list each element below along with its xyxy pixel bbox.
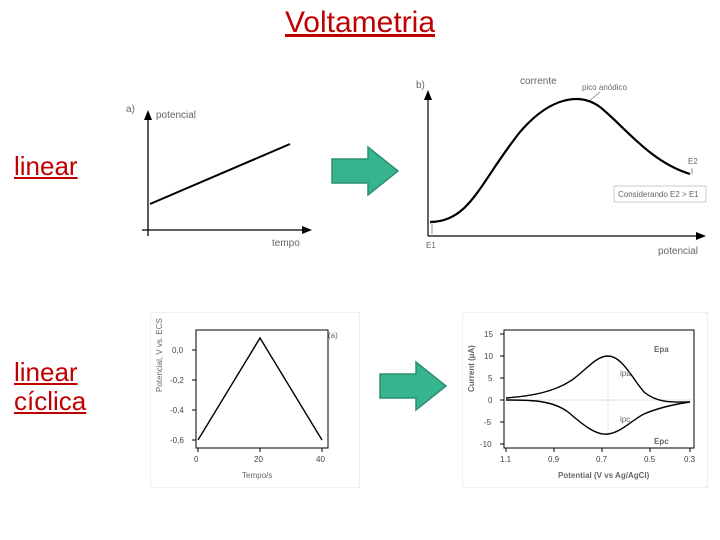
e2-label: E2 bbox=[688, 157, 698, 166]
panel-linear-ramp: a) tempo potencial bbox=[120, 96, 320, 254]
svg-text:5: 5 bbox=[488, 374, 493, 383]
svg-text:-5: -5 bbox=[484, 418, 492, 427]
svg-text:40: 40 bbox=[316, 455, 325, 464]
svg-text:0.7: 0.7 bbox=[596, 455, 608, 464]
svg-text:0.9: 0.9 bbox=[548, 455, 560, 464]
svg-text:-0,6: -0,6 bbox=[170, 436, 184, 445]
anodic-curve bbox=[430, 99, 690, 222]
panel-a-ylabel: potencial bbox=[156, 110, 196, 121]
panel2a-yticks: 0,0 -0,2 -0,4 -0,6 bbox=[170, 346, 196, 445]
arrow-icon bbox=[330, 145, 400, 197]
ramp-line bbox=[150, 144, 290, 204]
svg-text:1.1: 1.1 bbox=[500, 455, 512, 464]
cv-forward bbox=[506, 356, 690, 402]
svg-text:0.5: 0.5 bbox=[644, 455, 656, 464]
label-cyclic-line1: linear bbox=[14, 357, 78, 387]
panel-cyclic-ramp: (a) 0,0 -0,2 -0,4 -0,6 0 20 40 Tempo/s P… bbox=[150, 312, 360, 488]
arrow-icon bbox=[378, 360, 448, 412]
panel-b-ylabel: corrente bbox=[520, 76, 557, 87]
svg-text:0,0: 0,0 bbox=[172, 346, 184, 355]
label-cyclic-line2: cíclica bbox=[14, 386, 86, 416]
page-title: Voltametria bbox=[0, 6, 720, 40]
panel2a-xlabel: Tempo/s bbox=[242, 471, 272, 480]
triangle-wave bbox=[198, 338, 322, 440]
panel2b-xticks: 1.1 0.9 0.7 0.5 0.3 bbox=[500, 448, 696, 464]
svg-text:10: 10 bbox=[484, 352, 493, 361]
panel2a-xticks: 0 20 40 bbox=[194, 448, 325, 464]
panel-b-tag: b) bbox=[416, 80, 425, 91]
ipc-label: ipc bbox=[620, 415, 630, 424]
svg-text:20: 20 bbox=[254, 455, 263, 464]
panel2b-ylabel: Current (µA) bbox=[467, 345, 476, 392]
panel2b-xlabel: Potential (V vs Ag/AgCl) bbox=[558, 471, 650, 480]
panel-a-xlabel: tempo bbox=[272, 238, 300, 249]
svg-text:-0,2: -0,2 bbox=[170, 376, 184, 385]
svg-text:-0,4: -0,4 bbox=[170, 406, 184, 415]
svg-text:0.3: 0.3 bbox=[684, 455, 696, 464]
cv-reverse bbox=[506, 400, 690, 434]
label-cyclic: linear cíclica bbox=[14, 358, 86, 415]
panel-cyclic-voltammogram: 15 10 5 0 -5 -10 1.1 0.9 0.7 0.5 0.3 Pot… bbox=[462, 312, 708, 488]
svg-text:15: 15 bbox=[484, 330, 493, 339]
svg-text:0: 0 bbox=[488, 396, 493, 405]
consider-label: Considerando E2 > E1 bbox=[618, 190, 699, 199]
ipa-label: ipa bbox=[620, 369, 631, 378]
epa-label: Epa bbox=[654, 345, 669, 354]
svg-text:0: 0 bbox=[194, 455, 199, 464]
panel-b-xlabel: potencial bbox=[658, 246, 698, 257]
panel-a-tag: a) bbox=[126, 104, 135, 115]
panel2a-ylabel: Potencial, V vs. ECS bbox=[155, 318, 164, 392]
epc-label: Epc bbox=[654, 437, 669, 446]
panel-linear-voltammogram: b) corrente pico anódico potencial E1 E2… bbox=[410, 72, 710, 268]
panel2b-yticks: 15 10 5 0 -5 -10 bbox=[480, 330, 504, 449]
label-linear: linear bbox=[14, 152, 78, 181]
peak-label: pico anódico bbox=[582, 83, 627, 92]
svg-text:-10: -10 bbox=[480, 440, 492, 449]
e1-label: E1 bbox=[426, 241, 436, 250]
panel2a-subtag: (a) bbox=[328, 331, 338, 340]
